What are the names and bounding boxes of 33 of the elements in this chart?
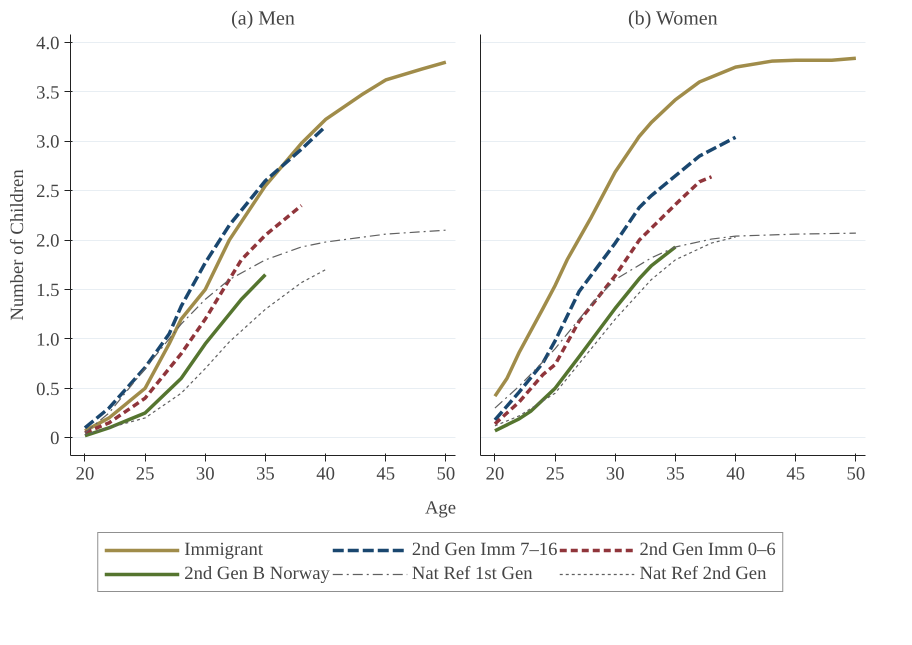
x-tick-label: 30 [606,464,625,484]
legend-label: Nat Ref 2nd Gen [639,562,766,584]
y-tick-label: 1.0 [36,329,60,350]
x-tick-label: 50 [436,464,456,484]
y-axis-title: Number of Children [7,168,28,321]
chart-title: (b) Women [628,8,718,30]
y-tick-label: 2.0 [36,230,60,252]
x-axis-title: Age [424,498,456,518]
x-tick-label: 35 [256,464,275,484]
y-tick-label: 0.5 [36,378,60,400]
x-tick-label: 35 [666,464,685,484]
chart-title: (a) Men [231,8,295,30]
y-tick-label: 0 [50,428,60,450]
x-tick-label: 50 [846,464,866,484]
x-tick-label: 40 [726,464,745,484]
x-tick-label: 30 [196,464,215,484]
y-tick-label: 1.5 [36,280,60,301]
y-tick-label: 3.0 [36,132,60,153]
legend-label: Nat Ref 1st Gen [412,562,533,584]
y-tick-label: 3.5 [36,82,60,104]
x-tick-label: 45 [786,464,806,484]
legend-label: 2nd Gen Imm 7–16 [412,538,558,560]
x-tick-label: 20 [76,464,94,484]
y-tick-label: 4.0 [36,32,60,54]
y-tick-label: 2.5 [36,181,60,202]
x-tick-label: 40 [316,464,335,484]
legend-label: Immigrant [184,538,264,560]
x-tick-label: 45 [376,464,396,484]
legend-label: 2nd Gen B Norway [184,562,330,584]
legend-label: 2nd Gen Imm 0–6 [639,538,776,560]
x-tick-label: 20 [486,464,504,484]
x-tick-label: 25 [546,464,564,484]
x-tick-label: 25 [136,464,154,484]
